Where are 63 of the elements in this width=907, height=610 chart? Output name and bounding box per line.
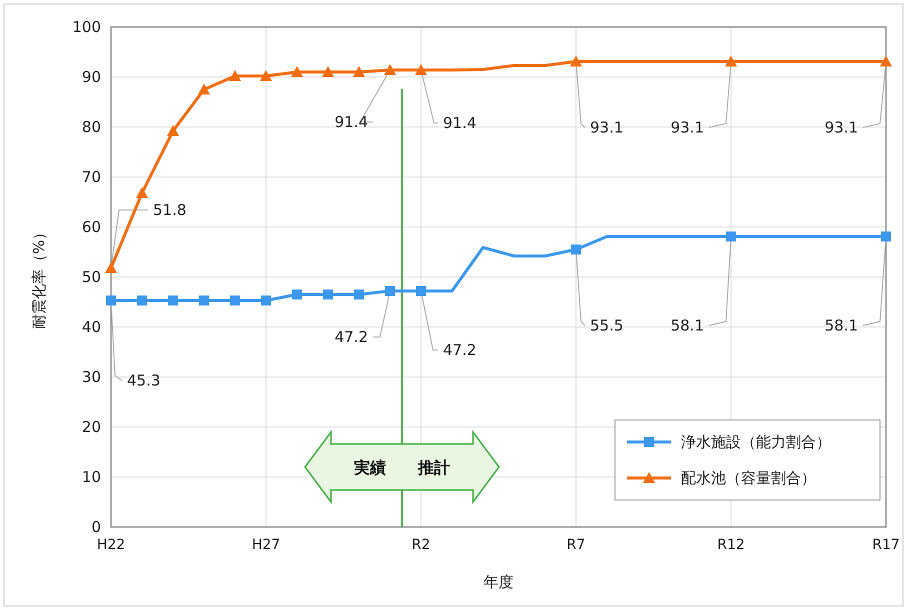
point (261, 296, 271, 306)
point (415, 64, 427, 75)
annotation: 93.1 (824, 118, 858, 136)
y-tick-label: 90 (82, 68, 101, 86)
point (571, 244, 581, 254)
point (230, 296, 240, 306)
annotation: 91.4 (443, 114, 476, 132)
y-tick-label: 50 (82, 268, 101, 286)
point (880, 56, 892, 66)
annotation: 47.2 (334, 328, 368, 346)
y-axis-title: 耐震化率（%） (30, 224, 48, 330)
y-tick-label: 20 (82, 418, 101, 436)
x-tick-label: R7 (566, 537, 586, 553)
x-tick-label: R2 (412, 537, 430, 553)
point (385, 286, 395, 296)
annotation: 45.3 (127, 372, 160, 390)
x-tick-label: H27 (252, 537, 280, 553)
y-tick-label: 80 (82, 118, 101, 136)
annotation: 91.4 (334, 113, 368, 131)
point (136, 187, 148, 198)
legend-label: 配水池（容量割合） (681, 469, 816, 487)
x-tick-label: R12 (717, 537, 745, 553)
legend-label: 浄水施設（能力割合） (681, 433, 831, 451)
y-tick-label: 10 (82, 468, 101, 486)
point (725, 56, 737, 66)
point (167, 125, 179, 136)
y-tick-label: 0 (91, 518, 101, 536)
y-tick-label: 30 (82, 368, 101, 386)
y-tick-label: 100 (72, 18, 101, 36)
point (291, 66, 303, 77)
point (229, 70, 241, 81)
point (384, 64, 396, 75)
annotation: 推計 (417, 458, 450, 477)
point (105, 262, 117, 273)
annotation: 55.5 (590, 316, 624, 334)
annotation: 47.2 (443, 341, 476, 359)
point (260, 70, 272, 81)
point (198, 84, 210, 94)
point (199, 296, 209, 306)
point (726, 232, 736, 242)
point (106, 296, 116, 306)
point (292, 290, 302, 300)
x-tick-label: R17 (872, 537, 900, 553)
annotation: 実績 (353, 458, 386, 477)
point (416, 286, 426, 296)
annotation: 93.1 (670, 118, 704, 136)
annotation: 93.1 (590, 118, 624, 136)
y-tick-label: 60 (82, 218, 101, 236)
x-axis-title: 年度 (484, 573, 514, 591)
point (881, 232, 891, 242)
x-tick-label: H22 (96, 537, 126, 553)
annotation: 51.8 (153, 201, 186, 219)
annotation: 58.1 (824, 316, 858, 334)
point (137, 296, 147, 306)
annotation: 58.1 (670, 316, 704, 334)
point (168, 296, 178, 306)
point (353, 66, 365, 77)
y-tick-label: 40 (82, 318, 101, 336)
point (354, 290, 364, 300)
point (322, 66, 334, 77)
y-tick-label: 70 (82, 168, 101, 186)
point (570, 56, 582, 66)
point (323, 290, 333, 300)
